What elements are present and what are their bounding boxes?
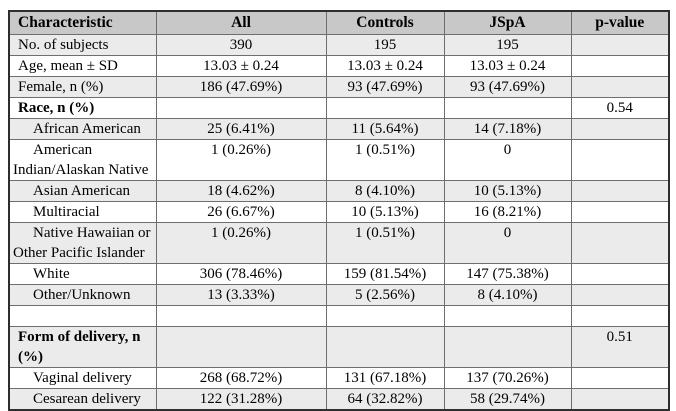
column-header-characteristic: Characteristic: [8, 10, 157, 35]
cell-controls: 8 (4.10%): [325, 180, 445, 202]
cell-controls: 159 (81.54%): [325, 263, 445, 285]
column-header-pvalue: p-value: [570, 10, 670, 35]
table-row-female: Female, n (%) 186 (47.69%) 93 (47.69%) 9…: [8, 76, 670, 98]
row-label: American Indian/Alaskan Native: [8, 139, 157, 181]
cell-controls: 195: [325, 34, 445, 56]
column-header-jspa: JSpA: [443, 10, 572, 35]
cell-pvalue: [570, 305, 670, 327]
table-row-age: Age, mean ± SD 13.03 ± 0.24 13.03 ± 0.24…: [8, 55, 670, 77]
cell-pvalue: [570, 222, 670, 264]
cell-pvalue: [570, 201, 670, 223]
table-row-white: White 306 (78.46%) 159 (81.54%) 147 (75.…: [8, 263, 670, 285]
table-row-spacer: [8, 305, 670, 327]
cell-jspa: [443, 326, 572, 368]
cell-all: 268 (68.72%): [155, 367, 327, 389]
cell-all: [155, 305, 327, 327]
cell-pvalue: [570, 284, 670, 306]
cell-all: 26 (6.67%): [155, 201, 327, 223]
cell-controls: 1 (0.51%): [325, 222, 445, 264]
row-label: African American: [8, 118, 157, 140]
cell-all: 122 (31.28%): [155, 388, 327, 411]
row-label: Age, mean ± SD: [8, 55, 157, 77]
cell-all: 1 (0.26%): [155, 222, 327, 264]
table-row-no-of-subjects: No. of subjects 390 195 195: [8, 34, 670, 56]
row-label: Other/Unknown: [8, 284, 157, 306]
cell-controls: [325, 97, 445, 119]
cell-all: 13.03 ± 0.24: [155, 55, 327, 77]
cell-pvalue: 0.54: [570, 97, 670, 119]
row-label: Vaginal delivery: [8, 367, 157, 389]
cell-jspa: [443, 305, 572, 327]
table-row-multiracial: Multiracial 26 (6.67%) 10 (5.13%) 16 (8.…: [8, 201, 670, 223]
cell-jspa: 137 (70.26%): [443, 367, 572, 389]
table-row-other-unknown: Other/Unknown 13 (3.33%) 5 (2.56%) 8 (4.…: [8, 284, 670, 306]
cell-controls: 93 (47.69%): [325, 76, 445, 98]
cell-pvalue: 0.51: [570, 326, 670, 368]
cell-jspa: 195: [443, 34, 572, 56]
cell-controls: 13.03 ± 0.24: [325, 55, 445, 77]
cell-controls: 10 (5.13%): [325, 201, 445, 223]
cell-controls: 11 (5.64%): [325, 118, 445, 140]
table-row-vaginal-delivery: Vaginal delivery 268 (68.72%) 131 (67.18…: [8, 367, 670, 389]
cell-all: [155, 97, 327, 119]
table-row-african-american: African American 25 (6.41%) 11 (5.64%) 1…: [8, 118, 670, 140]
cell-controls: 131 (67.18%): [325, 367, 445, 389]
row-label: Native Hawaiian or Other Pacific Islande…: [8, 222, 157, 264]
row-label: Asian American: [8, 180, 157, 202]
cell-pvalue: [570, 139, 670, 181]
cell-pvalue: [570, 55, 670, 77]
header-row: Characteristic All Controls JSpA p-value: [8, 10, 670, 35]
cell-jspa: [443, 97, 572, 119]
cell-all: 306 (78.46%): [155, 263, 327, 285]
cell-controls: 5 (2.56%): [325, 284, 445, 306]
cell-jspa: 16 (8.21%): [443, 201, 572, 223]
table-row-native-hawaiian-pacific-islander: Native Hawaiian or Other Pacific Islande…: [8, 222, 670, 264]
cell-pvalue: [570, 76, 670, 98]
cell-pvalue: [570, 367, 670, 389]
cell-controls: [325, 305, 445, 327]
cell-all: 390: [155, 34, 327, 56]
cell-jspa: 58 (29.74%): [443, 388, 572, 411]
characteristics-table: Characteristic All Controls JSpA p-value…: [8, 10, 670, 411]
cell-pvalue: [570, 263, 670, 285]
table-row-form-of-delivery-group: Form of delivery, n (%) 0.51: [8, 326, 670, 368]
table-row-asian-american: Asian American 18 (4.62%) 8 (4.10%) 10 (…: [8, 180, 670, 202]
cell-pvalue: [570, 34, 670, 56]
table-row-race-group: Race, n (%) 0.54: [8, 97, 670, 119]
row-label: White: [8, 263, 157, 285]
row-label: Multiracial: [8, 201, 157, 223]
cell-jspa: 10 (5.13%): [443, 180, 572, 202]
row-label: Race, n (%): [8, 97, 157, 119]
cell-controls: 64 (32.82%): [325, 388, 445, 411]
row-label: Female, n (%): [8, 76, 157, 98]
column-header-controls: Controls: [325, 10, 445, 35]
cell-jspa: 13.03 ± 0.24: [443, 55, 572, 77]
cell-jspa: 93 (47.69%): [443, 76, 572, 98]
cell-jspa: 147 (75.38%): [443, 263, 572, 285]
cell-jspa: 14 (7.18%): [443, 118, 572, 140]
column-header-all: All: [155, 10, 327, 35]
cell-all: 1 (0.26%): [155, 139, 327, 181]
table-row-american-indian-alaskan-native: American Indian/Alaskan Native 1 (0.26%)…: [8, 139, 670, 181]
cell-jspa: 0: [443, 222, 572, 264]
cell-pvalue: [570, 118, 670, 140]
cell-jspa: 0: [443, 139, 572, 181]
table-row-cesarean-delivery: Cesarean delivery 122 (31.28%) 64 (32.82…: [8, 388, 670, 411]
cell-controls: 1 (0.51%): [325, 139, 445, 181]
cell-pvalue: [570, 180, 670, 202]
cell-all: 186 (47.69%): [155, 76, 327, 98]
cell-jspa: 8 (4.10%): [443, 284, 572, 306]
characteristics-table-container: Characteristic All Controls JSpA p-value…: [8, 10, 670, 411]
cell-all: 18 (4.62%): [155, 180, 327, 202]
cell-all: 25 (6.41%): [155, 118, 327, 140]
row-label: Cesarean delivery: [8, 388, 157, 411]
cell-all: 13 (3.33%): [155, 284, 327, 306]
row-label: [8, 305, 157, 327]
row-label: No. of subjects: [8, 34, 157, 56]
row-label: Form of delivery, n (%): [8, 326, 157, 368]
cell-pvalue: [570, 388, 670, 411]
cell-controls: [325, 326, 445, 368]
cell-all: [155, 326, 327, 368]
